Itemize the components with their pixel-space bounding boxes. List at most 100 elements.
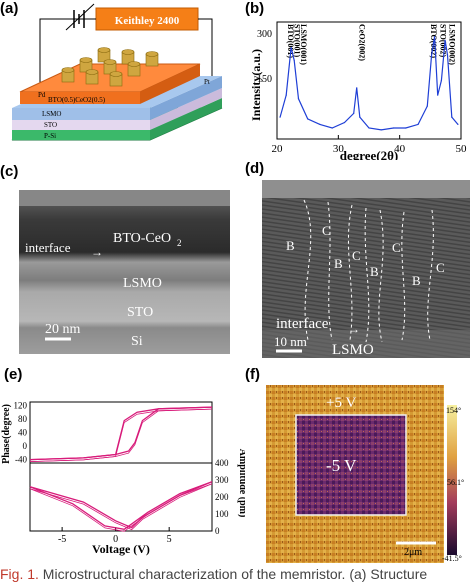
xrd-point <box>430 54 433 56</box>
xrd-point <box>446 54 449 56</box>
tem-d-lsmo: LSMO <box>332 342 374 358</box>
tem-c-arrow: → <box>91 245 103 259</box>
amplitude-loop-branch-0 <box>29 481 213 530</box>
phase-loop-branch-1-second-cycle <box>29 408 213 462</box>
amp-ytick: 200 <box>215 492 229 502</box>
pfm-xtick: -5 <box>58 534 66 545</box>
xrd-point <box>444 39 446 41</box>
xrd-point <box>356 87 358 89</box>
panel-d-label: (d) <box>245 160 265 177</box>
amp-ylabel: Amplitude (pm) <box>237 449 245 518</box>
xrd-point <box>457 123 459 125</box>
phase-loop-branch-1 <box>29 406 213 461</box>
xrd-point <box>451 116 453 118</box>
panel-a-label: (a) <box>0 0 19 17</box>
xrd-peak-label: STO(002) <box>439 24 448 58</box>
xrd-point <box>293 59 295 61</box>
xrd-point <box>353 112 355 115</box>
pt-label: Pt <box>204 78 210 86</box>
written-square <box>295 414 407 516</box>
xrd-point <box>319 123 321 125</box>
tem-c-interface: interface <box>25 240 71 255</box>
xrd-xtick: 30 <box>333 143 345 155</box>
pfm-xtick: 0 <box>113 534 118 545</box>
sto-label: STO <box>44 121 57 129</box>
lsmo-label: LSMO <box>42 110 61 118</box>
layer-bto-ceo2 <box>20 92 140 104</box>
xrd-peak-label: CeO2(002) <box>358 24 367 61</box>
xrd-peak-label: BTO(001) <box>286 24 295 58</box>
xrd-peak-label: LSMO(001) <box>299 24 308 65</box>
colorbar <box>447 405 457 555</box>
pd-label: Pd <box>38 91 46 99</box>
phase-ytick: 80 <box>18 414 28 424</box>
tem-c-lsmo: LSMO <box>123 276 162 291</box>
phase-ytick: 0 <box>23 441 28 451</box>
xrd-point <box>392 127 395 129</box>
xrd-xlabel: degree(2θ) <box>340 148 399 160</box>
figure-caption: Fig. 1. Microstructural characterization… <box>0 566 474 583</box>
amplitude-loop-branch-1-second-cycle <box>29 483 213 531</box>
xrd-point <box>285 94 287 96</box>
tem-d-interface: interface <box>276 316 329 332</box>
pfm-xlabel: Voltage (V) <box>92 542 150 556</box>
domain-label-b-3: B <box>370 264 379 279</box>
domain-label-b-1: B <box>286 238 295 253</box>
tem-c-bto: BTO-CeO <box>113 231 171 246</box>
xrd-point <box>343 121 346 124</box>
phase-ylabel: Phase(degree) <box>1 404 12 464</box>
colorbar-min: -41.5° <box>442 554 462 563</box>
xrd-frame <box>276 21 462 140</box>
panel-f-label: (f) <box>245 366 260 383</box>
layer-lsmo <box>12 108 150 120</box>
amp-ytick: 400 <box>215 458 229 468</box>
amp-ytick: 100 <box>215 509 229 519</box>
phase-ytick: 120 <box>14 400 28 410</box>
wire-right <box>198 18 213 80</box>
colorbar-mid: 56.1° <box>447 478 464 487</box>
pfm-inner-label: -5 V <box>326 456 357 475</box>
instrument-label: Keithley 2400 <box>115 15 180 27</box>
domain-label-b-2: B <box>334 256 343 271</box>
bto-ceo2-label: BTO(0.5)CeO2(0.5) <box>48 96 106 104</box>
caption-fig-number: Fig. 1. <box>0 566 39 582</box>
xrd-ytick-300: 300 <box>257 29 272 40</box>
tem-image-c: interface → BTO-CeO 2 LSMO STO Si 20 nm <box>19 190 230 354</box>
xrd-point <box>279 116 281 118</box>
pillar-electrodes <box>61 47 159 87</box>
xrd-xtick: 50 <box>456 143 468 155</box>
xrd-point <box>405 127 407 129</box>
tem-c-scalebar-label: 20 nm <box>45 322 81 337</box>
pfm-outer-label: +5 V <box>326 395 356 411</box>
pfm-phase-image: +5 V -5 V 2μm 154° 56.1° -41.5° <box>266 385 464 563</box>
xrd-series-line <box>279 36 459 131</box>
colorbar-max: 154° <box>446 406 461 415</box>
panel-e-label: (e) <box>4 366 23 383</box>
tem-d-scalebar-label: 10 nm <box>274 334 307 349</box>
pfm-loops-chart: Phase(degree) Amplitude (pm) 12080400-40… <box>1 400 245 556</box>
domain-label-c-4: C <box>436 260 445 275</box>
pfm-scalebar-label: 2μm <box>404 547 422 558</box>
tem-c-sto: STO <box>127 305 153 320</box>
domain-label-c-3: C <box>392 240 401 255</box>
amp-ytick: 300 <box>215 475 229 485</box>
amp-ytick: 0 <box>215 526 220 536</box>
xrd-ytick-150: 150 <box>257 74 272 85</box>
xrd-point <box>368 127 370 129</box>
xrd-point <box>426 105 428 107</box>
layer-sto <box>12 120 150 130</box>
tem-d-arrow: → <box>348 322 360 336</box>
domain-label-c-1: C <box>322 223 331 238</box>
xrd-point <box>307 118 309 120</box>
xrd-point <box>297 98 300 100</box>
xrd-xtick: 40 <box>394 143 406 155</box>
panel-b-label: (b) <box>245 0 265 17</box>
xrd-point <box>434 36 436 38</box>
device-schematic: Keithley 2400 Pd Pt BTO(0.5)CeO2(0.5) LS… <box>11 3 223 141</box>
layer-psi <box>12 130 150 140</box>
pfm-xtick: 5 <box>167 534 172 545</box>
xrd-chart: Intensity(a.u.) 300 150 BTO(001)STO(001)… <box>249 21 468 160</box>
domain-label-c-2: C <box>352 248 361 263</box>
tem-c-si: Si <box>131 334 143 349</box>
xrd-point <box>417 123 419 125</box>
